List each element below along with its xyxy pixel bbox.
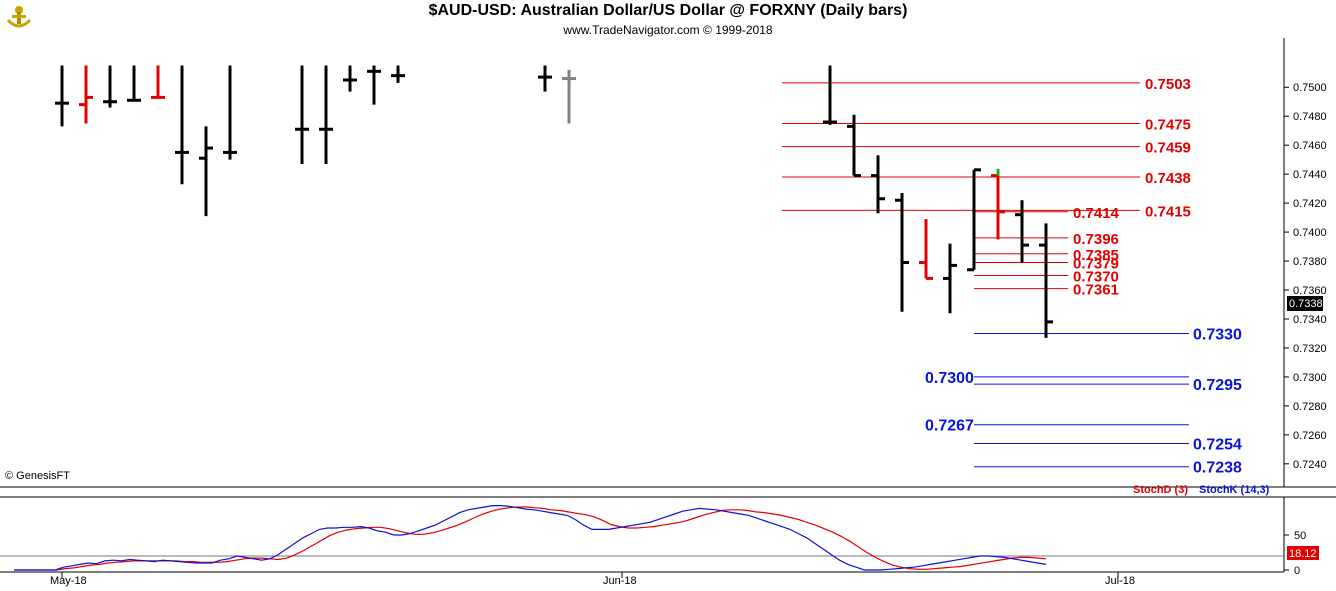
y-tick-label: 0.7460 xyxy=(1293,140,1327,152)
last-price-marker: 0.7338 xyxy=(1287,296,1323,311)
ohlc-bar xyxy=(295,65,309,165)
ohlc-bar xyxy=(562,69,576,124)
ohlc-bar xyxy=(199,126,213,217)
stochk-legend: StochK (14,3) xyxy=(1199,484,1270,496)
y-tick-label: 0.7340 xyxy=(1293,314,1327,326)
support-label: 0.7330 xyxy=(1193,326,1242,343)
chart-title: $AUD-USD: Australian Dollar/US Dollar @ … xyxy=(428,2,908,19)
y-tick-label: 0.7360 xyxy=(1293,285,1327,297)
y-tick-label: 0.7280 xyxy=(1293,401,1327,413)
y-tick-label: 0.7420 xyxy=(1293,198,1327,210)
price-bars xyxy=(55,65,1053,338)
y-tick-label: 0.7380 xyxy=(1293,256,1327,268)
resistance-label: 0.7415 xyxy=(1145,203,1191,220)
ohlc-bar xyxy=(151,65,165,99)
ohlc-bar xyxy=(79,65,93,124)
resistance-label: 0.7475 xyxy=(1145,116,1191,133)
y-tick-label: 0.7480 xyxy=(1293,111,1327,123)
ohlc-bar xyxy=(967,168,981,272)
ohlc-bar xyxy=(895,192,909,312)
date-axis: May-18 Jun-18 Jul-18 xyxy=(50,572,1135,587)
stoch-last-marker: 18.12 xyxy=(1287,546,1319,560)
copyright-text: www.TradeNavigator.com © 1999-2018 xyxy=(563,23,773,37)
resistance-label: 0.7396 xyxy=(1073,231,1119,248)
stoch-axis: 50 0 xyxy=(0,530,1306,577)
ohlc-bar xyxy=(991,169,1005,240)
stoch-last-label: 18.12 xyxy=(1289,548,1317,560)
ohlc-bar xyxy=(847,114,861,178)
y-tick-label: 0.7500 xyxy=(1293,82,1327,94)
ohlc-bar xyxy=(103,65,117,108)
ohlc-bar xyxy=(1039,223,1053,338)
ohlc-bar xyxy=(391,65,405,83)
resistance-label: 0.7370 xyxy=(1073,269,1119,286)
ohlc-bar xyxy=(223,65,237,160)
ohlc-bar xyxy=(1015,200,1029,263)
y-tick-label: 0.7320 xyxy=(1293,343,1327,355)
resistance-label: 0.7503 xyxy=(1145,76,1191,93)
y-tick-label: 0.7400 xyxy=(1293,227,1327,239)
ohlc-bar xyxy=(55,65,69,127)
last-price-label: 0.7338 xyxy=(1289,298,1323,310)
ohlc-bar xyxy=(343,65,357,92)
ohlc-bar xyxy=(367,65,381,105)
x-tick-label: Jul-18 xyxy=(1105,575,1135,587)
ohlc-bar xyxy=(823,65,837,125)
stoch-tick-label: 50 xyxy=(1294,530,1306,542)
y-tick-label: 0.7300 xyxy=(1293,372,1327,384)
support-label: 0.7300 xyxy=(925,370,974,387)
x-tick-label: May-18 xyxy=(50,575,87,587)
source-label: © GenesisFT xyxy=(5,470,70,482)
resistance-label: 0.7379 xyxy=(1073,256,1119,273)
stochk-line xyxy=(14,505,1047,571)
stochd-legend: StochD (3) xyxy=(1133,484,1188,496)
support-label: 0.7254 xyxy=(1193,437,1242,454)
resistance-label: 0.7385 xyxy=(1073,247,1119,264)
y-tick-label: 0.7260 xyxy=(1293,430,1327,442)
y-tick-label: 0.7440 xyxy=(1293,169,1327,181)
ohlc-bar xyxy=(127,65,141,102)
stoch-tick-label: 0 xyxy=(1294,565,1300,577)
support-label: 0.7295 xyxy=(1193,377,1242,394)
ohlc-bar xyxy=(175,65,189,185)
support-label: 0.7238 xyxy=(1193,460,1242,477)
y-tick-label: 0.7240 xyxy=(1293,459,1327,471)
x-tick-label: Jun-18 xyxy=(603,575,637,587)
support-resistance-levels: 0.7503 0.7475 0.7459 0.7438 0.7415 0.7414 0.73… xyxy=(782,76,1242,477)
ohlc-bar xyxy=(871,155,885,214)
stoch-lines xyxy=(14,505,1047,571)
ohlc-bar xyxy=(943,243,957,314)
title-bar xyxy=(0,0,1336,28)
ohlc-bar xyxy=(919,219,933,280)
ohlc-bar xyxy=(538,65,552,92)
resistance-label: 0.7438 xyxy=(1145,170,1191,187)
resistance-label: 0.7361 xyxy=(1073,282,1119,299)
trade-navigator-logo-icon xyxy=(6,6,32,28)
ohlc-bar xyxy=(319,65,333,165)
resistance-label: 0.7459 xyxy=(1145,140,1191,157)
support-label: 0.7267 xyxy=(925,418,974,435)
price-axis: 0.7500 0.7480 0.7460 0.7440 0.7420 0.7400 0.73… xyxy=(1284,82,1327,471)
resistance-label: 0.7414 xyxy=(1073,205,1120,222)
